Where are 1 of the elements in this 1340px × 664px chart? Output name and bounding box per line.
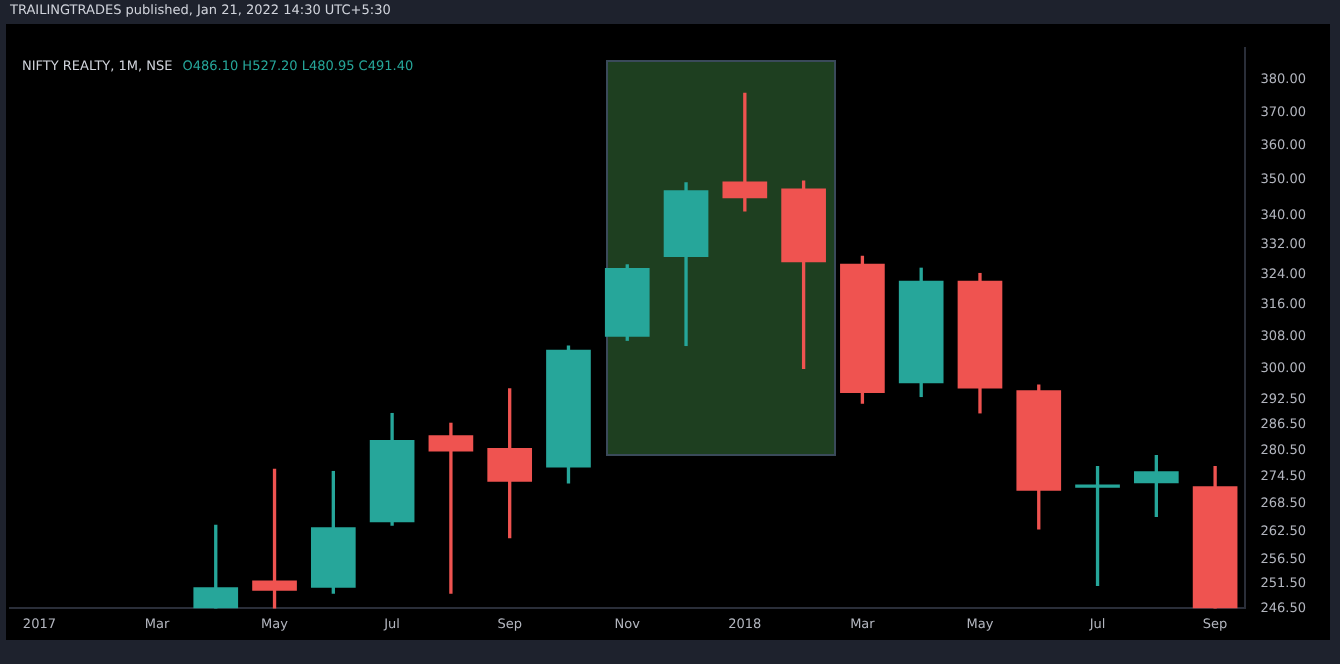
candlestick bbox=[428, 422, 474, 594]
